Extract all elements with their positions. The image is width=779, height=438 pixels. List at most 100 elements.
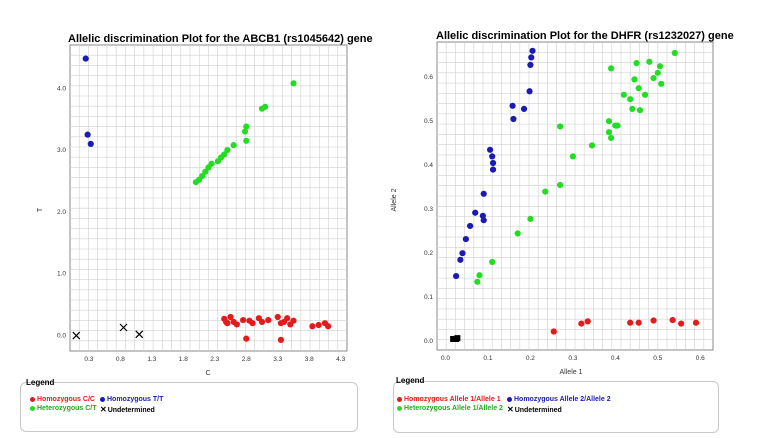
data-point [202, 168, 209, 175]
chart-title: Allelic discrimination Plot for the ABCB… [68, 33, 373, 45]
data-point [527, 61, 534, 68]
y-tick-label: 1.0 [57, 271, 66, 278]
data-point [453, 272, 460, 280]
data-point [223, 318, 230, 326]
x-tick-label: 3.3 [273, 356, 282, 363]
x-stroke [72, 331, 81, 340]
legend-item-homozygous-allele2: Homozygous Allele 2/Allele 2 [507, 396, 611, 403]
data-point [650, 74, 657, 82]
data-point [315, 321, 322, 329]
data-point [84, 131, 91, 138]
series-heterozygous-allele-1-allele-2 [474, 49, 678, 285]
data-point [588, 142, 596, 149]
data-point [636, 107, 644, 114]
x-tick-label: 1.3 [147, 356, 156, 363]
data-point [641, 91, 649, 98]
data-point [486, 146, 494, 153]
x-tick-label: 0.5 [653, 355, 662, 362]
x-tick-label: 1.8 [179, 356, 188, 363]
data-point [678, 320, 685, 327]
data-point [654, 69, 661, 76]
chart-title: Allelic discrimination Plot for the DHFR… [436, 30, 734, 42]
x-mark-icon: ✕ [100, 405, 107, 414]
data-point [454, 335, 461, 342]
data-point [489, 153, 496, 160]
legend-label: Heterozygous Allele 1/Allele 2 [404, 405, 503, 412]
green-dot-icon [397, 405, 402, 411]
data-point [528, 54, 535, 61]
data-point [605, 129, 613, 136]
data-point [669, 316, 676, 324]
y-tick-label: 0.0 [424, 338, 433, 345]
series-homozygous-c-c [221, 313, 332, 343]
green-dot-icon [30, 405, 35, 411]
data-point [627, 319, 634, 326]
series-homozygous-t-t [82, 55, 94, 148]
data-point [199, 172, 206, 180]
data-point [309, 323, 316, 330]
data-point [233, 321, 240, 328]
abcb1-scatter-chart: 0.3 0.8 1.3 1.8 2.3 2.8 3.3 3.8 4.3 0.0 1.0 2.0 3.0 4… [37, 44, 348, 377]
y-tick-label: 0.6 [424, 74, 433, 81]
x-tick-label: 0.0 [441, 355, 450, 362]
legend-title: Legend [396, 376, 425, 385]
data-point [472, 209, 479, 216]
data-point [290, 317, 297, 324]
data-point [557, 123, 564, 130]
series-homozygous-allele-1-allele-1 [550, 316, 700, 335]
y-tick-label: 0.4 [424, 162, 433, 169]
data-point [646, 58, 653, 65]
x-tick-label: 0.1 [483, 355, 492, 362]
blue-dot-icon [507, 396, 512, 402]
x-tick-label: 0.3 [568, 355, 577, 362]
dhfr-panel: Allelic discrimination Plot for the DHFR… [383, 0, 779, 438]
data-point [72, 331, 81, 340]
legend-item-undetermined: ✕Undetermined [507, 405, 562, 414]
data-point [87, 140, 94, 148]
data-point [607, 134, 615, 142]
y-tick-label: 3.0 [57, 147, 66, 154]
data-point [241, 128, 249, 135]
legend-label: Undetermined [514, 407, 562, 414]
x-tick-label: 3.8 [305, 356, 314, 363]
red-dot-icon [397, 396, 402, 402]
data-point [557, 181, 564, 189]
abcb1-panel: Allelic discrimination Plot for the ABCB… [0, 0, 373, 438]
data-point [474, 278, 481, 285]
y-axis-label: T [37, 207, 44, 212]
data-point [249, 320, 256, 327]
data-point [208, 160, 215, 167]
data-point [262, 103, 269, 110]
data-point [529, 47, 536, 54]
data-point [658, 80, 665, 87]
data-point [614, 122, 621, 129]
data-point [290, 80, 297, 87]
data-point [240, 316, 247, 324]
legend-item-homozygous-cc: Homozygous C/C [30, 396, 95, 403]
data-point [509, 102, 516, 109]
data-point [542, 188, 549, 195]
gridlines [70, 45, 347, 351]
x-tick-label: 2.3 [210, 356, 219, 363]
data-point [584, 318, 591, 325]
data-point [243, 123, 250, 130]
x-stroke [119, 323, 128, 332]
data-point [578, 320, 585, 327]
legend-item-heterozygous: Heterozygous Allele 1/Allele 2 [397, 405, 503, 412]
data-point [635, 319, 642, 326]
x-stroke [135, 330, 144, 339]
gridlines [437, 42, 713, 350]
data-point [633, 60, 640, 67]
series-heterozygous-c-t [192, 80, 297, 186]
data-point [274, 313, 281, 321]
y-tick-label: 0.2 [424, 250, 433, 257]
data-point [230, 142, 237, 149]
data-point [527, 215, 534, 222]
data-point [526, 88, 533, 95]
data-point [243, 335, 250, 342]
data-point [629, 105, 636, 112]
data-point [671, 49, 678, 57]
data-point [476, 272, 483, 279]
data-point [265, 316, 272, 324]
y-tick-label: 0.1 [424, 294, 433, 301]
